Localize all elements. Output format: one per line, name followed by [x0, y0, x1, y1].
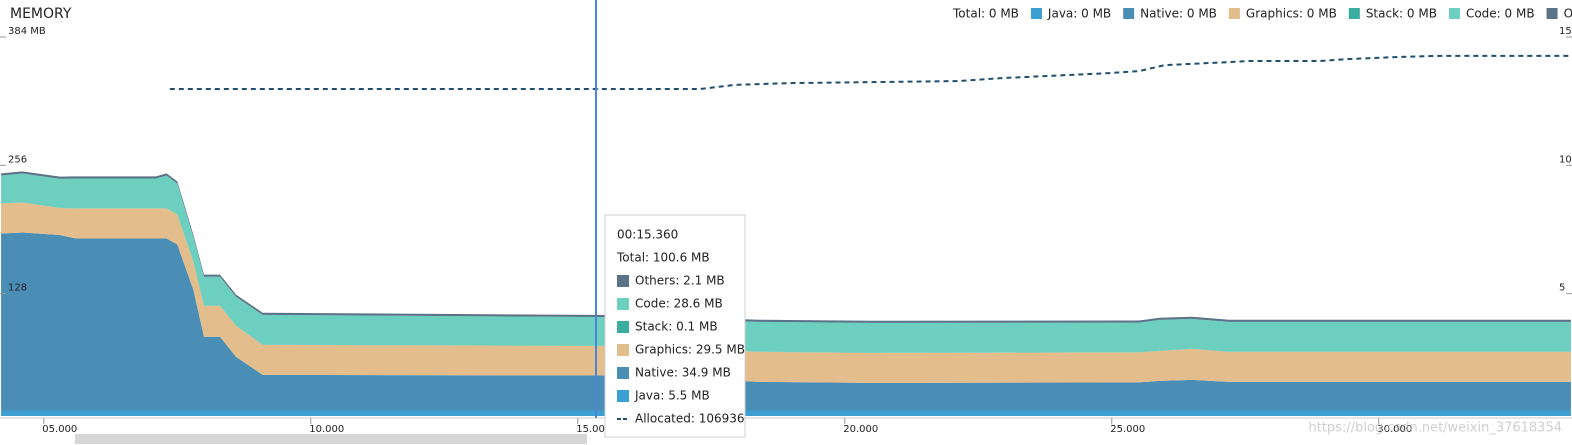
area-series: [1, 173, 1571, 353]
tooltip-item: Code: 28.6 MB: [635, 297, 723, 311]
legend-swatch: [1448, 8, 1460, 19]
tooltip-swatch: [617, 275, 629, 287]
legend-swatch: [1228, 8, 1240, 19]
tooltip-swatch: [617, 321, 629, 333]
y-tick-label: 256: [8, 154, 27, 165]
legend-swatch: [1546, 8, 1558, 19]
legend: Total: 0 MB Java: 0 MB Native: 0 MB Graphic…: [952, 7, 1572, 21]
area-series: [1, 232, 1571, 411]
tooltip-item: Native: 34.9 MB: [635, 366, 731, 380]
area-series: [1, 410, 1571, 416]
tooltip-swatch: [617, 298, 629, 310]
tooltip-swatch: [617, 390, 629, 402]
x-tick-label: 25.000: [1110, 424, 1145, 435]
legend-label: Code: 0 MB: [1466, 7, 1535, 21]
tooltip-swatch: [617, 367, 629, 379]
legend-label: Stack: 0 MB: [1366, 7, 1437, 21]
watermark: https://blog.csdn.net/weixin_37618354: [1308, 421, 1562, 436]
y2-tick-label: 15: [1559, 26, 1572, 37]
allocated-line: [169, 54, 1572, 91]
chart-title: MEMORY: [10, 6, 72, 22]
tooltip-swatch: [617, 344, 629, 356]
legend-swatch: [1030, 8, 1042, 19]
y2-tick-label: 10: [1559, 154, 1572, 165]
legend-swatch: [1123, 8, 1135, 19]
tooltip-item: Graphics: 29.5 MB: [635, 343, 745, 357]
legend-label: Others: 0 MB: [1564, 7, 1572, 21]
x-tick-label: 30.000: [1377, 424, 1412, 435]
legend-label: Graphics: 0 MB: [1246, 7, 1337, 21]
tooltip-item: Others: 2.1 MB: [635, 274, 725, 288]
tooltip: 00:15.360 Total: 100.6 MB Others: 2.1 MB…: [604, 214, 746, 438]
y-tick-label: 384 MB: [8, 26, 46, 37]
tooltip-item: Stack: 0.1 MB: [635, 320, 718, 334]
plot: 05.000 10.000 15.000 20.000 25.000 30.000 384 …: [0, 26, 1572, 435]
legend-label: Native: 0 MB: [1140, 7, 1217, 21]
scrollbar[interactable]: [75, 434, 587, 444]
tooltip-time: 00:15.360: [617, 228, 678, 242]
y-tick-label: 128: [8, 283, 27, 294]
tooltip-total: Total: 100.6 MB: [616, 251, 710, 265]
legend-label: Java: 0 MB: [1047, 7, 1111, 21]
tooltip-item: Allocated: 106936: [635, 412, 745, 426]
legend-swatch: [1348, 8, 1360, 19]
x-tick-label: 05.000: [42, 424, 77, 435]
x-tick-label: 20.000: [843, 424, 878, 435]
tooltip-item: Java: 5.5 MB: [634, 389, 710, 403]
y2-tick-label: 5: [1559, 283, 1565, 294]
x-tick-label: 15.000: [576, 424, 611, 435]
x-tick-label: 10.000: [309, 424, 344, 435]
legend-total: Total: 0 MB: [952, 7, 1019, 21]
area-series: [1, 202, 1571, 383]
